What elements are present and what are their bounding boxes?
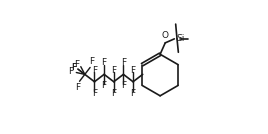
Text: Si: Si: [177, 34, 185, 43]
Text: F: F: [71, 63, 76, 72]
Text: F: F: [92, 89, 97, 98]
Text: F: F: [121, 58, 126, 67]
Text: F: F: [111, 89, 116, 98]
Text: F: F: [131, 89, 136, 98]
Text: F: F: [121, 81, 126, 90]
Text: F: F: [75, 60, 80, 69]
Text: F: F: [92, 66, 97, 75]
Text: O: O: [162, 31, 169, 40]
Text: F: F: [76, 83, 81, 92]
Text: F: F: [111, 66, 116, 75]
Text: F: F: [102, 58, 107, 67]
Text: F: F: [89, 57, 94, 66]
Text: F: F: [102, 81, 107, 90]
Text: F: F: [69, 67, 74, 76]
Text: F: F: [71, 63, 76, 72]
Text: F: F: [131, 66, 136, 75]
